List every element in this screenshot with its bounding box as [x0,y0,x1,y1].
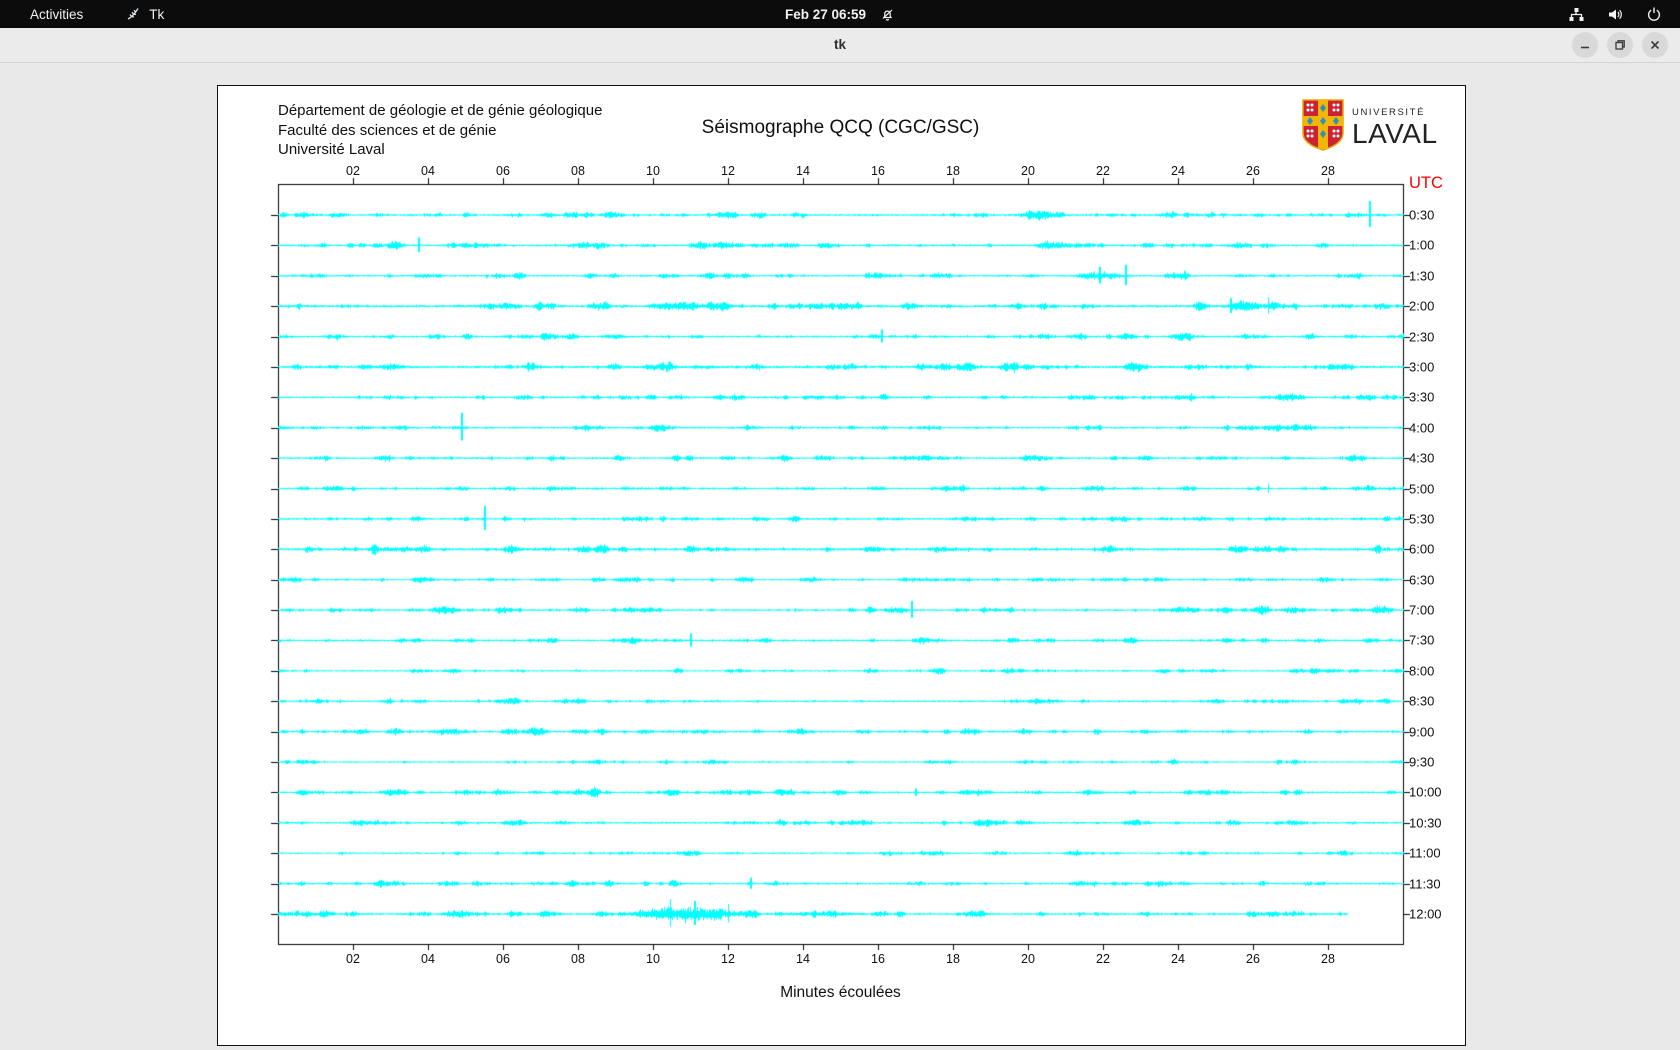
x-tick-label-bottom: 04 [421,952,435,966]
utc-time-label: 3:30 [1409,389,1435,405]
utc-time-label: 0:30 [1409,207,1435,223]
activities-button[interactable]: Activities [30,6,84,22]
x-tick-label-bottom: 08 [571,952,585,966]
x-tick-label-top: 26 [1246,164,1260,178]
utc-time-label: 10:30 [1409,815,1442,831]
header-line-2: Faculté des sciences et de génie [278,121,497,139]
utc-time-label: 1:30 [1409,268,1435,284]
x-tick-label-bottom: 28 [1321,952,1335,966]
seismograph-canvas [268,174,1413,954]
x-tick-label-top: 08 [571,164,585,178]
window-titlebar[interactable]: tk [0,28,1680,63]
clock-button[interactable]: Feb 27 06:59 [785,0,895,28]
x-tick-label-top: 02 [346,164,360,178]
tk-feather-icon [125,6,141,22]
x-tick-label-bottom: 26 [1246,952,1260,966]
x-tick-label-top: 16 [871,164,885,178]
x-tick-label-top: 18 [946,164,960,178]
x-tick-label-bottom: 22 [1096,952,1110,966]
utc-time-label: 2:00 [1409,298,1435,314]
header-line-3: Université Laval [278,141,385,158]
x-tick-label-top: 10 [646,164,660,178]
x-tick-label-bottom: 24 [1171,952,1185,966]
system-top-bar: Activities Tk Feb 27 06:59 [0,0,1680,28]
utc-time-label: 2:30 [1409,329,1435,345]
utc-time-label: 11:00 [1409,845,1441,861]
logo-universite-label: UNIVERSITÉ [1352,107,1426,119]
maximize-button[interactable] [1607,32,1633,58]
x-tick-label-top: 14 [796,164,810,178]
utc-time-label: 9:00 [1409,724,1435,740]
utc-time-label: 7:30 [1409,632,1435,648]
clock-label: Feb 27 06:59 [784,6,867,22]
x-tick-label-bottom: 12 [721,952,735,966]
seismograph-panel: Département de géologie et de génie géol… [217,85,1466,1046]
x-tick-label-bottom: 20 [1021,952,1035,966]
close-button[interactable] [1642,32,1668,58]
x-tick-label-bottom: 14 [796,952,810,966]
app-menu-label: Tk [149,6,165,22]
utc-label: UTC [1409,174,1443,192]
x-tick-label-top: 20 [1021,164,1035,178]
app-menu[interactable]: Tk [125,6,164,22]
utc-time-label: 8:00 [1409,663,1435,679]
utc-time-label: 4:30 [1409,450,1435,466]
minimize-button[interactable] [1572,32,1598,58]
utc-time-label: 12:00 [1409,906,1442,922]
utc-time-label: 6:00 [1409,541,1435,557]
x-tick-label-top: 04 [421,164,435,178]
x-tick-label-top: 22 [1096,164,1110,178]
utc-time-label: 5:30 [1409,511,1435,527]
utc-time-label: 10:00 [1409,784,1442,800]
utc-time-label: 6:30 [1409,572,1435,588]
laval-shield-icon [1301,99,1345,157]
x-axis-title: Minutes écoulées [780,984,901,1001]
x-tick-label-top: 24 [1171,164,1185,178]
universite-laval-logo: UNIVERSITÉ LAVAL [1301,99,1438,157]
window-title: tk [833,37,846,52]
notifications-off-icon [880,7,895,22]
x-tick-label-bottom: 18 [946,952,960,966]
utc-time-label: 9:30 [1409,754,1435,770]
power-icon[interactable] [1646,6,1662,22]
utc-time-label: 8:30 [1409,693,1435,709]
x-tick-label-top: 06 [496,164,510,178]
x-tick-label-bottom: 10 [646,952,660,966]
x-tick-label-bottom: 06 [496,952,510,966]
chart-title: Séismographe QCQ (CGC/GSC) [701,117,980,138]
department-header: Département de géologie et de génie géol… [278,101,602,160]
x-tick-label-top: 12 [721,164,735,178]
network-icon[interactable] [1568,6,1585,23]
logo-laval-label: LAVAL [1352,117,1438,149]
utc-time-label: 4:00 [1409,420,1435,436]
utc-time-label: 3:00 [1409,359,1435,375]
utc-time-label: 11:30 [1409,876,1441,892]
volume-icon[interactable] [1607,6,1624,23]
utc-time-label: 5:00 [1409,481,1435,497]
header-line-1: Département de géologie et de génie géol… [278,102,603,119]
x-tick-label-bottom: 02 [346,952,360,966]
utc-time-label: 7:00 [1409,602,1435,618]
utc-time-label: 1:00 [1409,237,1435,253]
x-tick-label-bottom: 16 [871,952,885,966]
x-tick-label-top: 28 [1321,164,1335,178]
